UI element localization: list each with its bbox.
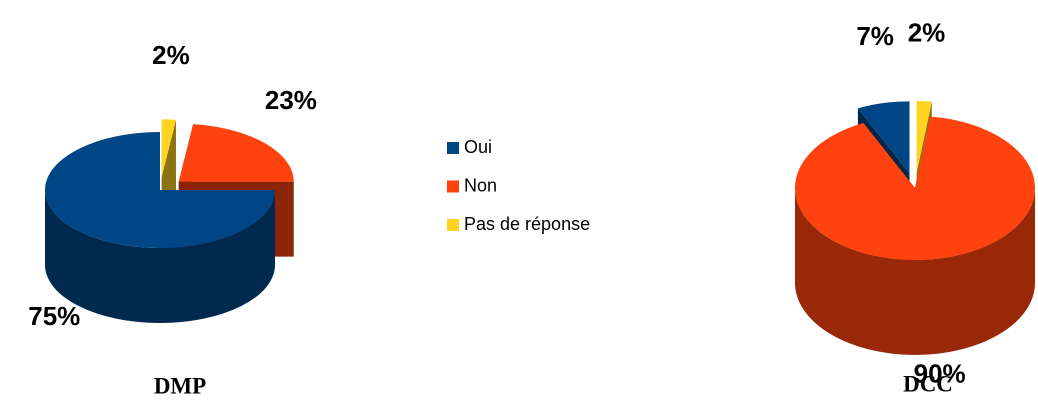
legend-swatch xyxy=(447,180,459,193)
chart-title: DMP xyxy=(154,373,206,398)
legend-swatch xyxy=(447,219,459,231)
legend-swatch xyxy=(447,142,459,154)
legend-label: Non xyxy=(464,175,497,195)
value-label: 23% xyxy=(265,85,317,115)
slice xyxy=(45,132,275,248)
slice xyxy=(178,124,294,182)
value-label: 7% xyxy=(856,21,894,51)
value-label: 90% xyxy=(914,358,966,388)
legend-label: Oui xyxy=(464,137,492,157)
value-label: 75% xyxy=(28,301,80,331)
value-label: 2% xyxy=(908,18,946,48)
slice-side xyxy=(795,188,1035,355)
slice xyxy=(857,101,910,174)
slice xyxy=(916,101,932,174)
slice xyxy=(795,116,1035,261)
value-label: 2% xyxy=(152,40,190,70)
chart-title: DCC xyxy=(903,371,953,396)
legend-label: Pas de réponse xyxy=(464,214,590,234)
slice xyxy=(161,119,176,178)
slice-side xyxy=(45,190,275,323)
